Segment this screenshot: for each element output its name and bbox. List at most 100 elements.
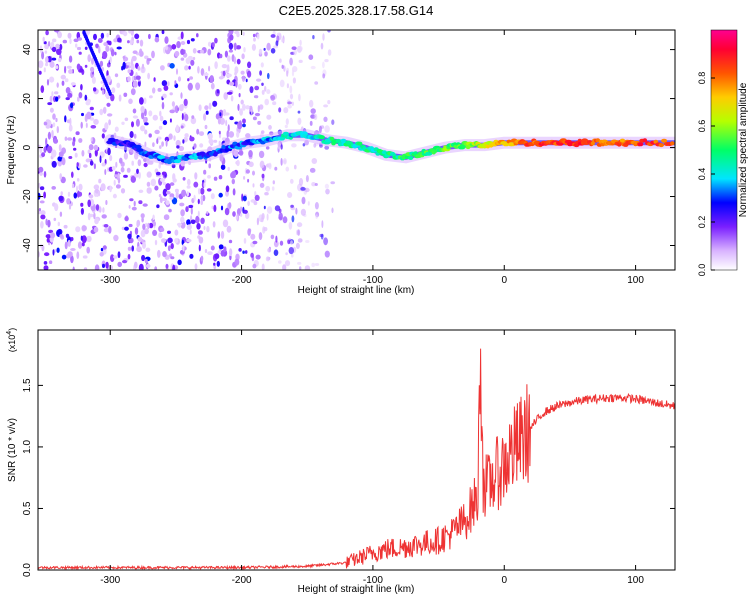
- spectrogram-noise-cell: [264, 85, 267, 92]
- spectrogram-noise-cell: [268, 162, 272, 170]
- spectrogram-noise-cell: [152, 229, 158, 236]
- spectrogram-noise-cell: [270, 234, 275, 240]
- spectrogram-noise-cell: [253, 95, 259, 99]
- spectrogram-noise-cell: [61, 254, 67, 260]
- spectrogram-noise-cell: [40, 85, 45, 93]
- spectrogram-noise-cell: [219, 112, 222, 117]
- spectrogram-noise-cell: [112, 193, 117, 199]
- spectrogram-noise-cell: [311, 158, 318, 164]
- spectrogram-noise-cell: [76, 178, 80, 182]
- spectrogram-noise-cell: [297, 229, 301, 236]
- spectrogram-noise-cell: [148, 33, 151, 40]
- spectrogram-noise-cell: [204, 124, 208, 130]
- spectrogram-noise-cell: [197, 210, 200, 218]
- spectrogram-noise-cell: [75, 131, 80, 136]
- spectrogram-noise-cell: [242, 118, 246, 124]
- spectrogram-noise-cell: [242, 250, 245, 254]
- spectrogram-noise-cell: [168, 133, 173, 140]
- spectrogram-noise-cell: [73, 38, 79, 43]
- spectrogram-noise-cell: [197, 66, 200, 74]
- spectrogram-noise-cell: [76, 162, 79, 167]
- spectrogram-noise-cell: [240, 206, 243, 212]
- spectrogram-noise-cell: [73, 147, 77, 151]
- spectrogram-noise-cell: [81, 235, 87, 244]
- spectrogram-noise-cell: [284, 124, 288, 129]
- spectrogram-noise-cell: [274, 205, 281, 212]
- spectrogram-noise-cell: [138, 263, 144, 270]
- spectrogram-noise-cell: [113, 174, 119, 178]
- spectrogram-noise-cell: [248, 161, 254, 168]
- spectrogram-noise-cell: [143, 116, 147, 124]
- spectrogram-noise-cell: [243, 47, 246, 53]
- snr-x-axis-label: Height of straight line (km): [298, 584, 415, 595]
- spectrogram-noise-cell: [193, 194, 196, 202]
- spectrogram-noise-cell: [144, 129, 148, 135]
- spectrogram-noise-cell: [176, 41, 181, 49]
- spectrogram-noise-cell: [177, 107, 180, 111]
- spectrogram-noise-cell: [87, 199, 91, 208]
- spectrogram-noise-cell: [186, 238, 192, 243]
- spectrogram-noise-cell: [286, 70, 289, 77]
- spectrogram-noise-cell: [166, 191, 171, 195]
- spectrogram-noise-cell: [197, 230, 203, 235]
- spectrogram-noise-cell: [298, 178, 304, 186]
- spectrogram-noise-cell: [205, 110, 209, 115]
- spectrogram-noise-cell: [42, 36, 45, 43]
- spectrogram-noise-cell: [318, 125, 322, 134]
- spectrogram-noise-cell: [93, 144, 99, 151]
- spectrogram-trace-cell: [658, 143, 664, 148]
- spectrogram-noise-cell: [266, 42, 271, 51]
- spectrogram-noise-cell: [290, 240, 293, 246]
- spectrogram-noise-cell: [116, 46, 122, 50]
- spectrogram-noise-cell: [284, 260, 291, 267]
- spectrogram-noise-cell: [99, 252, 104, 257]
- spectrogram-noise-cell: [287, 104, 292, 109]
- spectrogram-noise-cell: [172, 173, 176, 182]
- spectrogram-noise-cell: [59, 173, 62, 180]
- spectrogram-noise-cell: [72, 140, 76, 147]
- spectrogram-noise-cell: [132, 115, 138, 119]
- spectrogram-noise-cell: [85, 158, 91, 163]
- spectrogram-noise-cell: [229, 116, 234, 121]
- spectrogram-noise-cell: [146, 187, 152, 194]
- spectrogram-noise-cell: [219, 53, 223, 59]
- x-tick-label: 0: [501, 575, 507, 586]
- spectrogram-noise-cell: [78, 51, 82, 55]
- spectrogram-noise-cell: [93, 87, 97, 92]
- spectrogram-noise-cell: [43, 121, 48, 126]
- spectrogram-noise-cell: [180, 41, 186, 45]
- spectrogram-noise-cell: [70, 82, 76, 86]
- spectrogram-noise-cell: [67, 191, 71, 197]
- spectrogram-noise-cell: [128, 98, 133, 105]
- spectrogram-noise-cell: [50, 232, 56, 239]
- spectrogram-noise-cell: [100, 183, 106, 192]
- spectrogram-noise-cell: [70, 102, 74, 109]
- spectrogram-noise-cell: [327, 49, 332, 56]
- spectrogram-noise-cell: [242, 209, 248, 214]
- spectrogram-noise-cell: [204, 249, 208, 253]
- spectrogram-noise-cell: [86, 111, 92, 120]
- spectrogram-noise-cell: [278, 107, 282, 113]
- spectrogram-noise-cell: [57, 95, 61, 99]
- spectrogram-noise-cell: [124, 117, 129, 122]
- spectrogram-noise-cell: [210, 193, 215, 200]
- spectrogram-noise-cell: [180, 57, 185, 61]
- spectrogram-noise-cell: [68, 69, 73, 74]
- spectrogram-noise-cell: [307, 201, 310, 206]
- spectrogram-noise-cell: [160, 177, 166, 182]
- spectrogram-noise-cell: [95, 43, 99, 48]
- spectrogram-noise-cell: [146, 181, 151, 187]
- spectrogram-noise-cell: [80, 202, 84, 207]
- spectrogram-noise-cell: [68, 124, 73, 132]
- spectrogram-noise-cell: [165, 45, 169, 51]
- spectrogram-noise-cell: [283, 158, 287, 165]
- spectrogram-noise-cell: [254, 194, 260, 201]
- spectrogram-noise-cell: [105, 45, 110, 52]
- spectrogram-noise-cell: [197, 198, 200, 205]
- spectrogram-noise-cell: [239, 213, 243, 217]
- spectrogram-noise-cell: [106, 33, 109, 38]
- spectrogram-noise-cell: [185, 57, 191, 64]
- spectrogram-noise-cell: [182, 139, 185, 144]
- spectrogram-noise-cell: [84, 46, 88, 50]
- spectrogram-noise-cell: [87, 212, 91, 221]
